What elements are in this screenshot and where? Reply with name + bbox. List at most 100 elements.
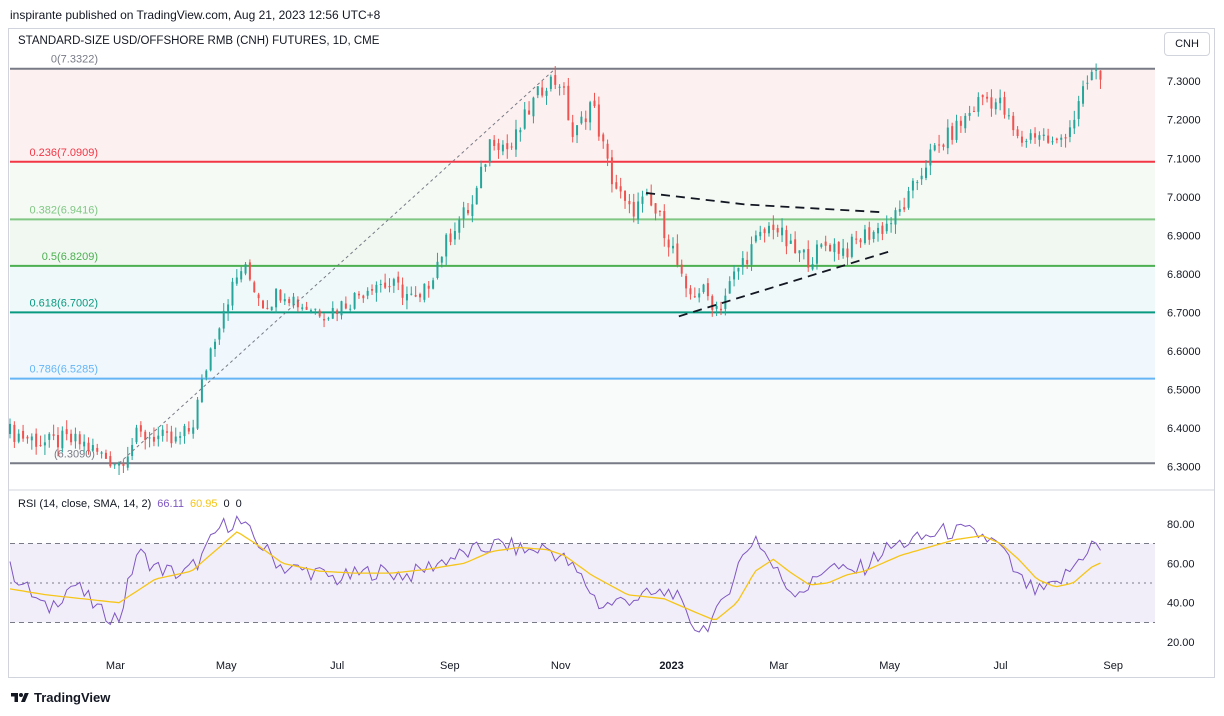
price-candle bbox=[366, 290, 369, 296]
price-candle bbox=[632, 201, 635, 217]
price-axis-tick-label: 7.2000 bbox=[1167, 115, 1201, 127]
price-candle bbox=[1025, 141, 1028, 143]
price-candle bbox=[785, 230, 788, 247]
price-candle bbox=[999, 97, 1002, 104]
price-candle bbox=[336, 310, 339, 315]
price-candle bbox=[392, 279, 395, 286]
price-candle bbox=[96, 447, 99, 452]
price-candle bbox=[397, 276, 400, 283]
price-candle bbox=[1055, 138, 1058, 141]
price-candle bbox=[70, 433, 73, 443]
price-candle bbox=[916, 182, 919, 184]
price-candle bbox=[951, 126, 954, 140]
price-candle bbox=[536, 86, 539, 96]
price-candle bbox=[497, 143, 500, 151]
price-candle bbox=[1068, 127, 1071, 137]
price-candle bbox=[929, 149, 932, 166]
price-candle bbox=[842, 248, 845, 256]
price-candle bbox=[833, 243, 836, 253]
time-axis-tick-label: Jul bbox=[330, 660, 344, 672]
price-candle bbox=[964, 115, 967, 129]
price-candle bbox=[641, 196, 644, 204]
price-candle bbox=[78, 434, 81, 445]
price-candle bbox=[820, 244, 823, 247]
price-candle bbox=[942, 144, 945, 147]
price-candle bbox=[776, 228, 779, 233]
price-candle bbox=[113, 464, 116, 466]
price-candle bbox=[798, 250, 801, 254]
price-candle bbox=[1007, 115, 1010, 117]
price-candle bbox=[1029, 133, 1032, 140]
price-candle bbox=[244, 264, 247, 274]
price-candle bbox=[597, 104, 600, 137]
price-candle bbox=[445, 234, 448, 257]
price-candle bbox=[654, 203, 657, 214]
price-candle bbox=[754, 235, 757, 242]
price-candle bbox=[288, 299, 291, 304]
price-candle bbox=[855, 238, 858, 240]
price-candle bbox=[192, 427, 195, 434]
tradingview-logo-icon bbox=[11, 692, 29, 702]
price-candle bbox=[144, 431, 147, 441]
price-candle bbox=[676, 243, 679, 265]
fib-zone bbox=[10, 265, 1155, 313]
price-candle bbox=[898, 208, 901, 212]
fib-level-label: 0.5(6.8209) bbox=[42, 251, 98, 263]
price-candle bbox=[214, 341, 217, 350]
price-candle bbox=[610, 157, 613, 185]
price-candle bbox=[26, 436, 29, 439]
pattern-trendline bbox=[678, 249, 892, 318]
fib-level-label: 0.382(6.9416) bbox=[30, 204, 99, 216]
price-candle bbox=[650, 193, 653, 206]
price-candle bbox=[432, 280, 435, 289]
price-candle bbox=[619, 186, 622, 192]
price-candle bbox=[43, 442, 46, 446]
fib-level-label: 0(7.3322) bbox=[51, 54, 98, 66]
price-candle bbox=[519, 130, 522, 133]
price-candle bbox=[388, 286, 391, 288]
price-candle bbox=[602, 134, 605, 142]
price-candle bbox=[689, 288, 692, 295]
price-candle bbox=[484, 164, 487, 167]
price-candle bbox=[331, 307, 334, 319]
price-candle bbox=[109, 456, 112, 467]
price-candle bbox=[471, 204, 474, 217]
price-candle bbox=[1016, 129, 1019, 137]
price-candle bbox=[719, 308, 722, 311]
price-candle bbox=[261, 300, 264, 309]
price-candle bbox=[981, 95, 984, 98]
rsi-line bbox=[9, 515, 1101, 633]
price-candle bbox=[593, 100, 596, 107]
price-candle bbox=[248, 262, 251, 280]
price-candle bbox=[711, 296, 714, 310]
price-candle bbox=[1073, 119, 1076, 129]
price-candle bbox=[772, 224, 775, 230]
price-candle bbox=[514, 129, 517, 150]
price-candle bbox=[576, 125, 579, 136]
price-candle bbox=[859, 239, 862, 243]
price-axis-tick-label: 6.7000 bbox=[1167, 307, 1201, 319]
price-candle bbox=[340, 301, 343, 316]
price-candle bbox=[737, 267, 740, 272]
price-candle bbox=[868, 227, 871, 240]
brand-name: TradingView bbox=[34, 690, 111, 705]
symbol-button[interactable]: CNH bbox=[1164, 32, 1210, 56]
price-axis-tick-label: 6.8000 bbox=[1167, 269, 1201, 281]
price-candle bbox=[824, 241, 827, 246]
price-candle bbox=[453, 231, 456, 240]
fib-zone bbox=[10, 161, 1155, 220]
fib-level-label: 0.236(7.0909) bbox=[30, 147, 99, 159]
price-candle bbox=[344, 303, 347, 309]
time-axis-tick-label: Jul bbox=[993, 660, 1007, 672]
pattern-trendline bbox=[646, 192, 883, 214]
price-candle bbox=[541, 87, 544, 96]
price-candle bbox=[475, 187, 478, 205]
tradingview-footer[interactable]: TradingView bbox=[10, 690, 110, 705]
fib-zone bbox=[10, 68, 1155, 162]
price-candle bbox=[890, 223, 893, 225]
price-candle bbox=[706, 283, 709, 297]
price-axis-tick-label: 6.6000 bbox=[1167, 346, 1201, 358]
price-candle bbox=[501, 144, 504, 152]
price-candle bbox=[938, 144, 941, 146]
price-candle bbox=[506, 143, 509, 150]
